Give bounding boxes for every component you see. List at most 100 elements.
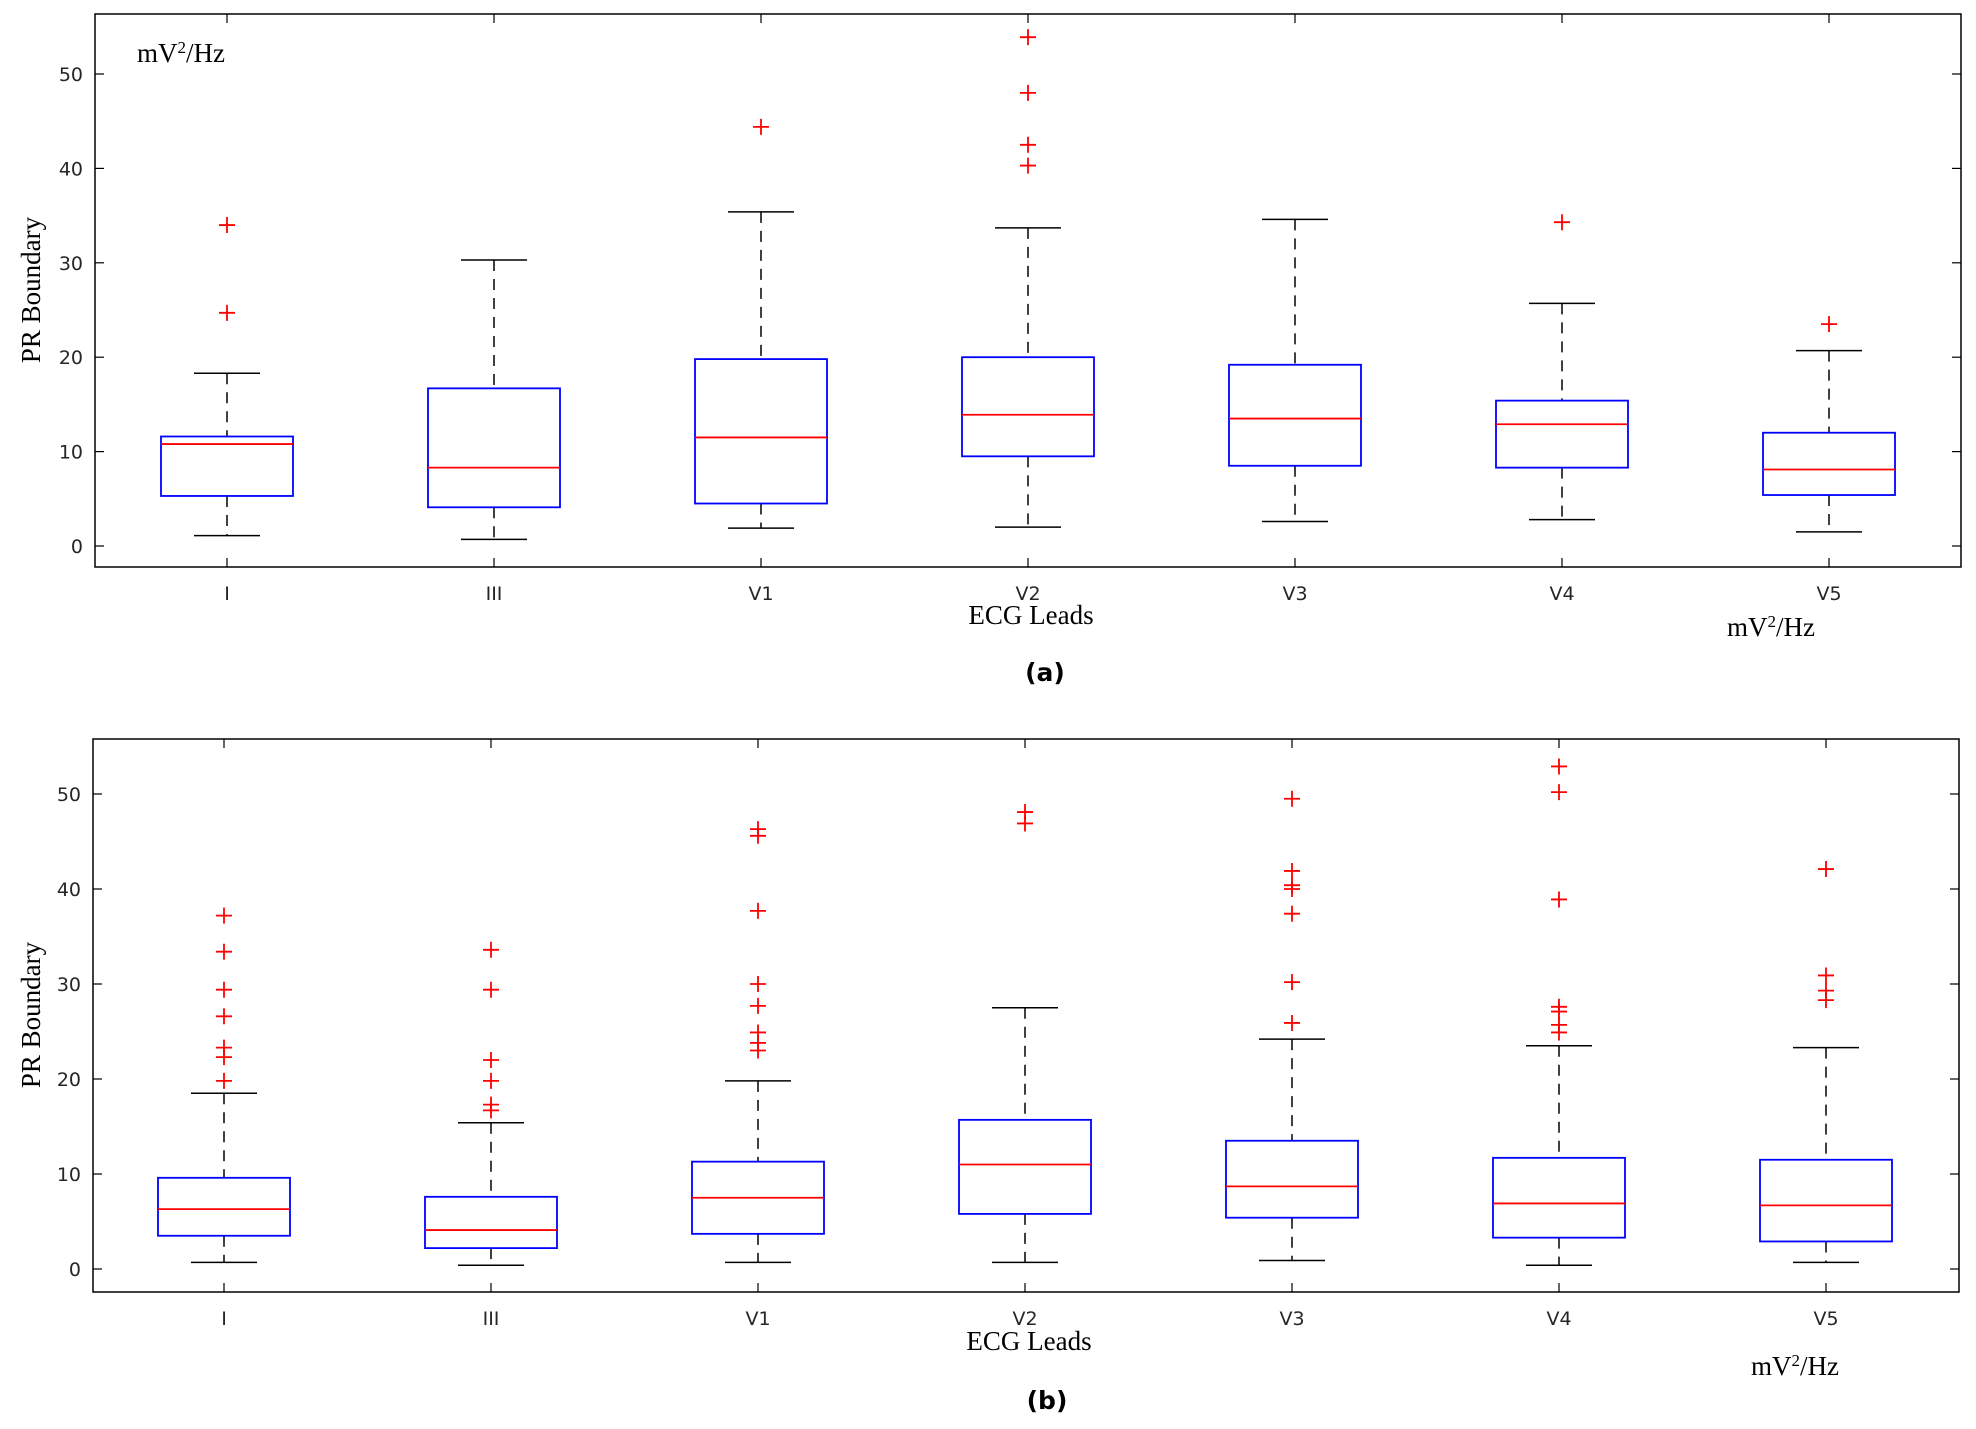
y-tick-label: 50 [59, 64, 83, 86]
x-axis-ticks: I III V1 V2 V3 V4 V5 [221, 739, 1839, 1330]
panel-caption: (a) [1025, 658, 1065, 687]
x-tick-label: III [483, 1308, 500, 1330]
unit-base: mV [1751, 1351, 1792, 1381]
iqr-box [1759, 1158, 1893, 1243]
outlier-marker [1284, 905, 1300, 922]
iqr-box [961, 356, 1095, 458]
box-lead-v1 [694, 118, 828, 529]
y-tick-label: 20 [59, 347, 83, 369]
unit-tail: /Hz [1800, 1351, 1839, 1381]
outlier-marker [1551, 998, 1567, 1015]
y-tick-label: 30 [59, 253, 83, 275]
outlier-marker [483, 1072, 499, 1089]
iqr-box [1228, 363, 1362, 467]
box-lead-i [160, 217, 294, 537]
box-lead-v5 [1759, 861, 1893, 1264]
outlier-marker [1818, 861, 1834, 878]
unit-label-below: mV2/Hz [1727, 612, 1815, 643]
outlier-marker [483, 941, 499, 958]
outlier-marker [1284, 974, 1300, 991]
outlier-marker [219, 304, 235, 321]
x-tick-label: V2 [1012, 1308, 1037, 1330]
outlier-marker [1020, 157, 1036, 174]
outlier-marker [216, 981, 232, 998]
outlier-marker [1284, 862, 1300, 879]
outlier-marker [1020, 29, 1036, 46]
outlier-marker [219, 217, 235, 234]
x-axis-ticks: I III V1 V2 V3 V4 V5 [224, 14, 1842, 605]
outlier-marker [216, 1008, 232, 1025]
iqr-box [424, 1195, 558, 1250]
unit-base: mV [1727, 612, 1768, 642]
x-tick-label: V4 [1549, 583, 1574, 605]
panel-caption: (b) [1027, 1386, 1068, 1415]
y-tick-label: 20 [57, 1069, 81, 1091]
outlier-marker [750, 902, 766, 919]
x-tick-label: V4 [1546, 1308, 1571, 1330]
outlier-marker [1284, 877, 1300, 894]
unit-label-inside: mV2/Hz [137, 38, 225, 69]
box-lead-v2 [961, 29, 1095, 528]
unit-sup: 2 [1792, 1351, 1801, 1370]
plot-area-frame [92, 738, 1960, 1293]
box-lead-v5 [1762, 316, 1896, 533]
box-lead-v4 [1492, 758, 1626, 1266]
outlier-marker [216, 1039, 232, 1056]
iqr-box [1762, 431, 1896, 496]
outlier-marker [483, 1052, 499, 1068]
y-tick-label: 10 [57, 1164, 81, 1186]
box-marks [157, 758, 1893, 1266]
y-tick-label: 30 [57, 974, 81, 996]
box-lead-v3 [1228, 218, 1362, 523]
outlier-marker [1020, 136, 1036, 153]
outlier-marker [750, 1024, 766, 1041]
iqr-box [427, 387, 561, 509]
box-lead-i [157, 907, 291, 1264]
unit-sup: 2 [1768, 612, 1777, 631]
outlier-marker [1554, 214, 1570, 231]
y-tick-label: 40 [59, 158, 83, 180]
y-axis-label: PR Boundary [16, 941, 46, 1088]
outlier-marker [753, 118, 769, 135]
box-lead-iii [427, 259, 561, 541]
x-tick-label: V2 [1015, 583, 1040, 605]
outlier-marker [216, 943, 232, 960]
outlier-marker [1551, 758, 1567, 775]
x-axis-label: ECG Leads [966, 1326, 1091, 1356]
unit-tail: /Hz [1776, 612, 1815, 642]
x-tick-label: V3 [1279, 1308, 1304, 1330]
y-axis-label: PR Boundary [16, 216, 46, 363]
unit-tail: /Hz [186, 38, 225, 68]
y-tick-label: 40 [57, 879, 81, 901]
iqr-box [160, 435, 294, 497]
unit-base: mV [137, 38, 178, 68]
y-tick-label: 10 [59, 442, 83, 464]
outlier-marker [1017, 804, 1033, 821]
outlier-marker [1821, 316, 1837, 333]
outlier-marker [1818, 967, 1834, 984]
x-tick-label: V1 [745, 1308, 770, 1330]
x-tick-label: I [224, 583, 230, 605]
box-lead-v3 [1225, 790, 1359, 1262]
x-tick-label: V3 [1282, 583, 1307, 605]
x-tick-label: V5 [1813, 1308, 1838, 1330]
iqr-box [1492, 1156, 1626, 1239]
outlier-marker [1020, 84, 1036, 101]
outlier-marker [1551, 891, 1567, 908]
x-tick-label: V1 [748, 583, 773, 605]
box-lead-iii [424, 941, 558, 1266]
x-tick-label: I [221, 1308, 227, 1330]
outlier-marker [1284, 790, 1300, 807]
outlier-marker [1551, 784, 1567, 801]
outlier-marker [750, 821, 766, 838]
iqr-box [157, 1176, 291, 1237]
y-tick-label: 0 [71, 536, 83, 558]
box-lead-v2 [958, 804, 1092, 1264]
outlier-marker [1818, 982, 1834, 999]
iqr-box [694, 358, 828, 505]
y-axis-ticks: 0 10 20 30 40 50 [59, 64, 1961, 558]
box-lead-v1 [691, 821, 825, 1264]
